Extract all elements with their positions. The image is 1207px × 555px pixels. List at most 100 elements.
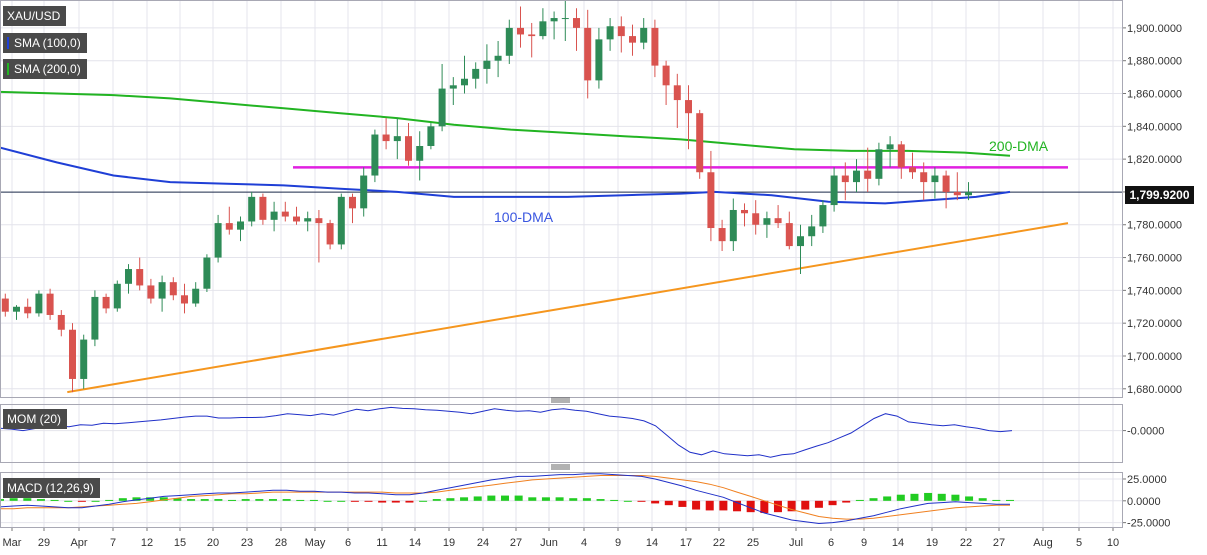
macd-histogram-bar — [64, 500, 73, 502]
candle-body — [438, 88, 446, 127]
candle-body — [606, 26, 614, 40]
candle-body — [931, 175, 939, 183]
sma200-badge[interactable]: SMA (200,0) — [3, 59, 87, 79]
macd-histogram-bar — [678, 500, 687, 507]
date-tick-label: Aug — [1033, 537, 1053, 549]
candle-body — [337, 196, 345, 245]
candle-body — [147, 285, 155, 299]
macd-histogram-bar — [473, 496, 482, 501]
date-tick-label: 10 — [1107, 537, 1119, 549]
candle-body — [158, 282, 166, 299]
date-axis: Mar 29 Apr 7 12 15 20 23 28 May 6 11 14 19 24 27 Jun 4 9 14… — [3, 527, 1119, 549]
mom-badge[interactable]: MOM (20) — [3, 409, 67, 429]
macd-histogram-bar — [760, 500, 769, 514]
candle-body — [539, 21, 547, 37]
candle-body — [584, 27, 592, 81]
candle-body — [595, 39, 603, 81]
price-tick-label: 1,840.0000 — [1127, 121, 1182, 133]
sma100-annotation: 100-DMA — [494, 209, 554, 225]
panel-frame — [0, 404, 1123, 463]
symbol-badge[interactable]: XAU/USD — [3, 6, 67, 26]
macd-histogram-bar — [9, 498, 18, 501]
panel-frames — [0, 0, 1123, 528]
sma100-swatch-icon — [7, 37, 9, 49]
macd-histogram-bar — [965, 496, 974, 501]
macd-histogram-bar — [828, 500, 837, 506]
macd-histogram-bar — [446, 498, 455, 501]
candle-body — [617, 26, 625, 37]
candle-body — [449, 85, 457, 89]
candle-body — [35, 293, 43, 314]
candle-body — [360, 175, 368, 209]
date-tick-label: 15 — [174, 537, 186, 549]
date-tick-label: 5 — [1076, 537, 1082, 549]
date-tick-label: 4 — [581, 537, 587, 549]
mom-label: MOM (20) — [7, 412, 61, 426]
candle-body — [673, 85, 681, 101]
candle-body — [102, 296, 110, 309]
date-tick-label: 17 — [680, 537, 692, 549]
macd-resize-handle-icon — [551, 464, 570, 470]
macd-line — [0, 473, 1010, 525]
candle-body — [864, 170, 872, 179]
date-tick-label: 19 — [443, 537, 455, 549]
macd-histogram-bar — [364, 500, 373, 502]
date-tick-label: 22 — [713, 537, 725, 549]
date-tick-label: 27 — [510, 537, 522, 549]
mom-resize-handle-icon — [551, 397, 570, 403]
macd-histogram-bar — [228, 499, 237, 501]
candle-body — [763, 218, 771, 225]
candle-body — [853, 170, 860, 183]
date-tick-label: 14 — [409, 537, 421, 549]
date-tick-label: 29 — [38, 537, 50, 549]
macd-histogram-bar — [391, 500, 400, 503]
macd-histogram-bar — [582, 498, 591, 501]
price-tick-label: 1,820.0000 — [1127, 154, 1182, 166]
price-tick-label: 1,760.0000 — [1127, 253, 1182, 265]
macd-histogram-bar — [214, 499, 223, 501]
candle-body — [192, 288, 200, 304]
macd-histogram-bar — [896, 494, 905, 501]
date-tick-label: 23 — [241, 537, 253, 549]
macd-badge[interactable]: MACD (12,26,9) — [3, 478, 100, 498]
macd-histogram-bar — [746, 500, 755, 513]
candle-body — [651, 27, 659, 66]
macd-histogram-bar — [23, 498, 32, 501]
macd-histogram-bar — [733, 500, 742, 512]
macd-histogram-bar — [951, 494, 960, 501]
macd-histogram-bar — [323, 500, 332, 502]
candle-body — [965, 191, 972, 196]
candle-body — [405, 136, 412, 161]
macd-histogram-bar — [555, 497, 564, 501]
macd-tick-label: 0.0000 — [1127, 496, 1161, 508]
mom-tick-label: -0.0000 — [1127, 426, 1164, 438]
date-tick-label: Jul — [789, 537, 803, 549]
price-tick-label: 1,860.0000 — [1127, 89, 1182, 101]
macd-signal-line — [0, 475, 1010, 520]
candle-body — [729, 209, 737, 242]
macd-histogram-bar — [692, 500, 701, 510]
candle-body — [517, 27, 524, 35]
macd-histogram-bar — [200, 499, 209, 501]
candle-body — [427, 126, 435, 147]
macd-histogram-bar — [937, 493, 946, 501]
macd-histogram-bar — [268, 499, 277, 501]
macd-histogram-bar — [350, 500, 359, 502]
macd-histogram-bar — [159, 497, 168, 501]
macd-histogram-bar — [337, 500, 346, 502]
macd-histogram-bar — [651, 500, 660, 504]
price-tick-label: 1,700.0000 — [1127, 351, 1182, 363]
candle-body — [461, 78, 468, 86]
candle-body — [741, 209, 748, 214]
macd-histogram-bar — [1006, 499, 1014, 501]
candle-body — [304, 218, 312, 222]
sma100-badge[interactable]: SMA (100,0) — [3, 33, 87, 53]
macd-histogram-bar — [405, 500, 414, 503]
candle-body — [685, 100, 692, 114]
candle-body — [326, 223, 334, 245]
price-tick-label: 1,900.0000 — [1127, 23, 1182, 35]
price-tick-label: 1,740.0000 — [1127, 285, 1182, 297]
macd-histogram-bar — [637, 500, 646, 502]
macd-histogram-bar — [528, 497, 537, 501]
date-tick-label: 6 — [828, 537, 834, 549]
